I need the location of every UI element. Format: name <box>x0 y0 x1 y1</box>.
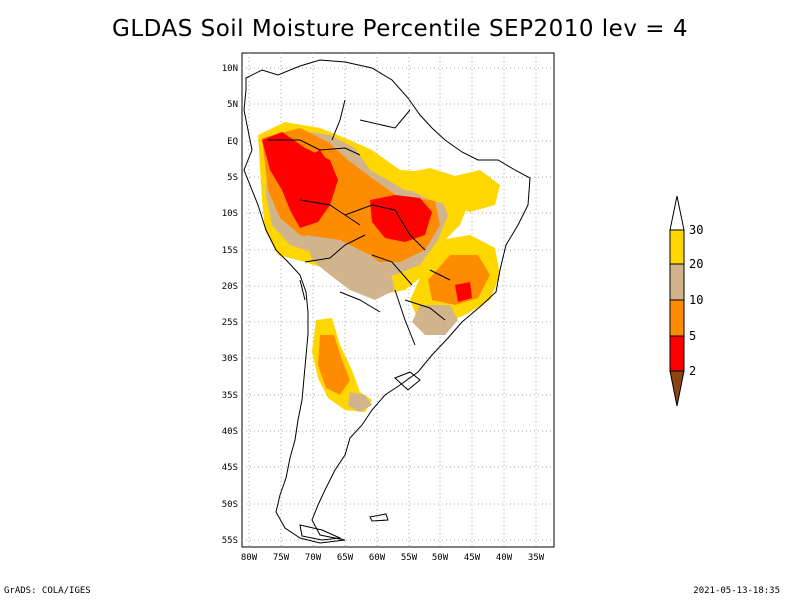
legend-label: 20 <box>689 257 703 271</box>
border-lines <box>268 99 451 346</box>
color-legend <box>669 195 685 407</box>
footer-credit: GrADS: COLA/IGES <box>4 586 91 596</box>
latitude-labels: 10N 5N EQ 5S 10S 15S 20S 25S 30S 35S 40S… <box>222 64 238 546</box>
graticule <box>242 53 554 547</box>
falkland-islands <box>369 513 389 522</box>
tan-area-argentina <box>348 392 372 412</box>
red-area-patch <box>300 150 330 178</box>
lon-tick-label: 80W <box>241 553 258 563</box>
legend-swatch-gt30 <box>669 195 685 231</box>
legend-label: 5 <box>689 329 696 343</box>
red-area-central <box>370 195 432 242</box>
lat-tick-label: 35S <box>222 391 238 401</box>
red-area-southeast <box>455 282 472 302</box>
lat-tick-label: 5N <box>227 100 238 110</box>
orange-area-argentina <box>318 335 350 395</box>
legend-swatch-2-5 <box>669 335 685 372</box>
tan-area-bolivia <box>305 235 395 300</box>
lon-tick-label: 35W <box>528 553 545 563</box>
legend-swatch-lt2 <box>669 370 685 407</box>
lon-tick-label: 70W <box>305 553 322 563</box>
lon-tick-label: 50W <box>432 553 449 563</box>
lat-tick-label: 50S <box>222 500 238 510</box>
footer-timestamp: 2021-05-13-18:35 <box>693 586 780 596</box>
percentile-shading <box>258 122 500 412</box>
lon-tick-label: 40W <box>496 553 513 563</box>
lat-tick-label: 15S <box>222 246 238 256</box>
map-frame <box>241 52 555 548</box>
legend-label: 10 <box>689 293 703 307</box>
uruguay-coast <box>394 371 421 391</box>
lon-tick-label: 45W <box>464 553 481 563</box>
legend-swatch-10-20 <box>669 263 685 301</box>
yellow-area-northeast <box>395 168 500 212</box>
legend-labels: 30 20 10 5 2 <box>689 223 703 378</box>
lat-tick-label: 20S <box>222 282 238 292</box>
lat-tick-label: 25S <box>222 318 238 328</box>
coastlines-and-borders <box>243 59 531 544</box>
tan-area-south <box>412 305 458 335</box>
lat-tick-label: 30S <box>222 354 238 364</box>
lat-tick-label: 55S <box>222 536 238 546</box>
lat-tick-label: 45S <box>222 463 238 473</box>
legend-label: 30 <box>689 223 703 237</box>
legend-swatch-20-30 <box>669 229 685 265</box>
lat-tick-label: 40S <box>222 427 238 437</box>
lat-tick-label: 10N <box>222 64 238 74</box>
map-title: GLDAS Soil Moisture Percentile SEP2010 l… <box>112 16 688 42</box>
legend-label: 2 <box>689 364 696 378</box>
lon-tick-label: 75W <box>273 553 290 563</box>
lon-tick-label: 60W <box>369 553 386 563</box>
lon-tick-label: 65W <box>337 553 354 563</box>
tierra-del-fuego <box>299 524 342 541</box>
longitude-labels: 80W 75W 70W 65W 60W 55W 50W 45W 40W 35W <box>241 553 545 563</box>
lat-tick-label: EQ <box>227 137 238 147</box>
lon-tick-label: 55W <box>401 553 418 563</box>
orange-area-southeast <box>428 255 490 305</box>
continent-outline <box>243 59 531 544</box>
legend-swatch-5-10 <box>669 299 685 337</box>
lat-tick-label: 10S <box>222 209 238 219</box>
lat-tick-label: 5S <box>227 173 238 183</box>
